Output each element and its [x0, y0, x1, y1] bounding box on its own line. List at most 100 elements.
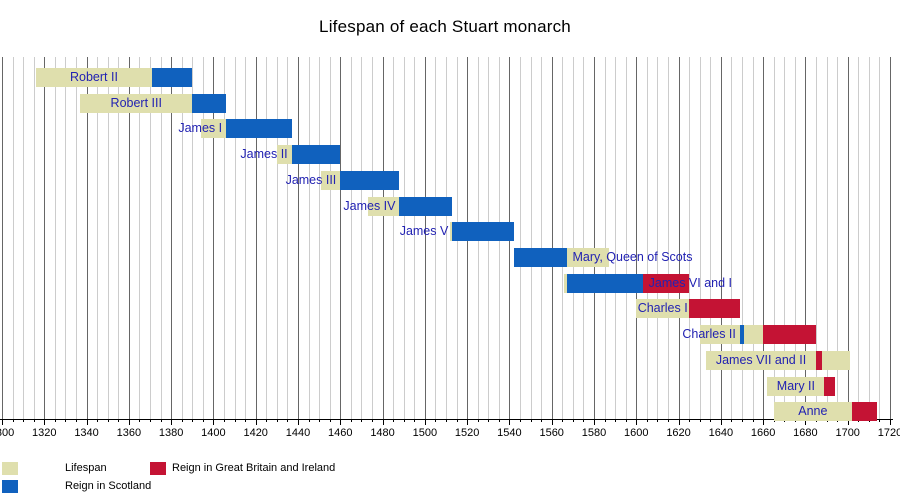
scotland-reign-bar: [226, 119, 292, 138]
great-britain-reign-bar: [763, 325, 816, 344]
axis-tick: [604, 419, 606, 422]
axis-tick-label: 1580: [581, 427, 607, 439]
axis-tick: [498, 419, 500, 422]
axis-tick: [382, 419, 384, 425]
monarch-label: Robert III: [110, 96, 162, 110]
major-gridline: [213, 57, 215, 419]
axis-tick: [699, 419, 701, 422]
axis-tick: [446, 419, 447, 422]
chart-title: Lifespan of each Stuart monarch: [319, 17, 571, 36]
axis-tick: [435, 419, 437, 422]
major-gridline: [594, 57, 595, 419]
minor-gridline: [65, 57, 67, 419]
major-gridline: [340, 57, 342, 419]
axis-tick: [245, 419, 247, 422]
axis-tick: [615, 419, 617, 422]
major-gridline: [678, 57, 680, 419]
monarch-label: James V: [399, 224, 449, 238]
axis-tick: [150, 419, 151, 422]
major-gridline: [171, 57, 173, 419]
axis-tick: [763, 419, 765, 425]
scotland-reign-bar: [513, 248, 567, 267]
axis-tick: [33, 419, 35, 422]
axis-tick-label: 1500: [412, 427, 438, 439]
axis-tick-label: 1360: [116, 427, 142, 439]
minor-gridline: [646, 57, 648, 419]
legend-swatch-lifespan: [2, 462, 18, 475]
axis-tick: [202, 419, 204, 422]
axis-tick-label: 1380: [158, 427, 184, 439]
minor-gridline: [234, 57, 236, 419]
major-gridline: [298, 57, 299, 419]
axis-tick: [424, 419, 426, 425]
minor-gridline: [414, 57, 416, 419]
scotland-reign-bar: [340, 171, 400, 190]
axis-tick: [44, 419, 46, 425]
minor-gridline: [23, 57, 25, 419]
monarch-label: James III: [285, 173, 337, 187]
axis-tick-label: 1700: [835, 427, 860, 439]
axis-tick: [551, 419, 553, 425]
axis-tick-label: 1320: [32, 427, 57, 439]
minor-gridline: [308, 57, 310, 419]
axis-tick: [86, 419, 88, 425]
major-gridline: [890, 57, 891, 419]
scotland-reign-bar: [739, 325, 745, 344]
minor-gridline: [350, 57, 352, 419]
axis-tick: [234, 419, 236, 422]
major-gridline: [424, 57, 426, 419]
axis-tick: [139, 419, 141, 422]
axis-tick: [128, 419, 130, 425]
axis-tick-label: 1340: [74, 427, 99, 439]
axis-tick: [572, 419, 574, 422]
major-gridline: [255, 57, 257, 419]
minor-gridline: [12, 57, 14, 419]
minor-gridline: [33, 57, 35, 419]
monarch-label: James IV: [343, 199, 396, 213]
axis-tick: [668, 419, 669, 422]
great-britain-reign-bar: [851, 402, 878, 421]
axis-tick: [308, 419, 310, 422]
major-gridline: [763, 57, 765, 419]
minor-gridline: [826, 57, 828, 419]
major-gridline: [44, 57, 46, 419]
axis-tick: [393, 419, 395, 422]
minor-gridline: [266, 57, 268, 419]
axis-tick: [752, 419, 754, 422]
great-britain-reign-bar: [816, 351, 823, 370]
axis-tick: [372, 419, 373, 422]
major-gridline: [382, 57, 384, 419]
minor-gridline: [572, 57, 574, 419]
axis-tick: [255, 419, 257, 425]
axis-tick: [23, 419, 25, 422]
minor-gridline: [699, 57, 701, 419]
axis-tick-label: 1680: [793, 427, 818, 439]
axis-tick: [890, 419, 891, 425]
scotland-reign-bar: [192, 94, 227, 113]
minor-gridline: [139, 57, 141, 419]
monarch-label: Charles I: [637, 301, 688, 315]
minor-gridline: [160, 57, 162, 419]
major-gridline: [636, 57, 638, 419]
minor-gridline: [742, 57, 743, 419]
axis-tick: [456, 419, 458, 422]
axis-tick: [847, 419, 849, 425]
minor-gridline: [54, 57, 56, 419]
minor-gridline: [858, 57, 860, 419]
axis-tick: [76, 419, 77, 422]
axis-tick: [298, 419, 299, 425]
minor-gridline: [446, 57, 447, 419]
minor-gridline: [868, 57, 870, 419]
axis-tick-label: 1520: [454, 427, 480, 439]
monarch-label: Robert II: [70, 70, 118, 84]
minor-gridline: [192, 57, 194, 419]
minor-gridline: [731, 57, 733, 419]
axis-tick: [276, 419, 278, 422]
axis-tick: [720, 419, 722, 425]
legend-label-lifespan: Lifespan: [65, 462, 107, 474]
axis-tick-label: 1540: [497, 427, 522, 439]
axis-tick: [2, 419, 3, 425]
minor-gridline: [837, 57, 839, 419]
axis-tick: [403, 419, 405, 422]
minor-gridline: [403, 57, 405, 419]
